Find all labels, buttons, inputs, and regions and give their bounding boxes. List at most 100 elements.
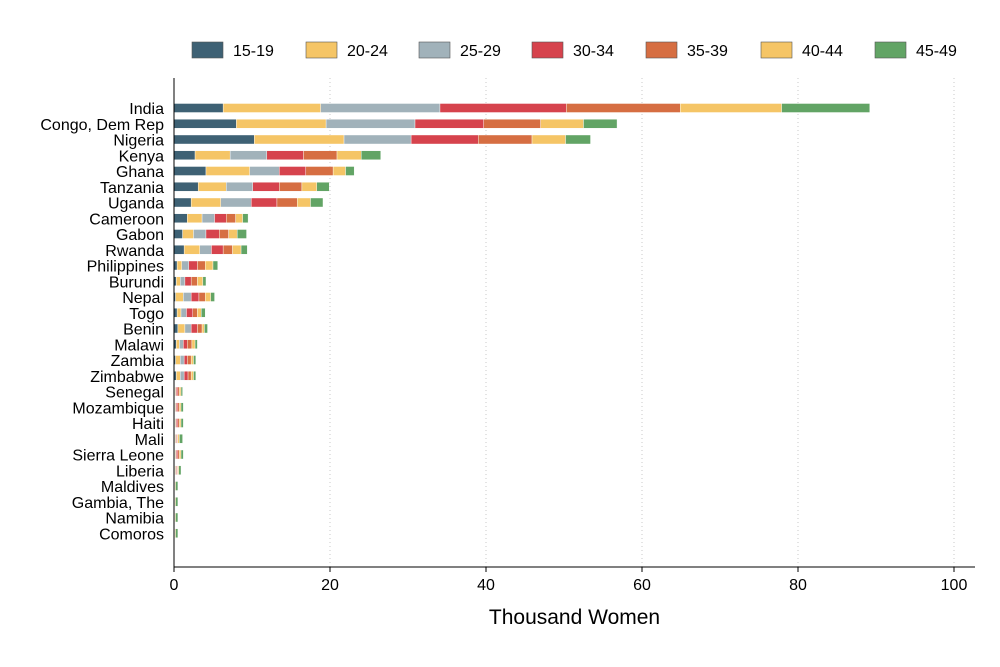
bar-segment: [266, 150, 304, 160]
bar-segment: [179, 434, 183, 444]
category-label: Kenya: [119, 148, 164, 165]
legend-label: 40-44: [802, 43, 843, 60]
bar-segment: [254, 134, 345, 145]
category-label: Togo: [129, 306, 164, 323]
bar-segment: [190, 292, 200, 302]
bar-segment: [226, 213, 236, 223]
category-label: Sierra Leone: [72, 448, 164, 465]
category-label: Nigeria: [113, 133, 164, 150]
x-tick-label: 20: [321, 577, 339, 594]
category-label: Namibia: [105, 511, 164, 528]
bar-segment: [182, 229, 194, 239]
x-tick-label: 100: [941, 577, 968, 594]
bar-segment: [214, 213, 227, 223]
bar-segment: [202, 276, 207, 286]
bar-segment: [175, 481, 179, 491]
bar-segment: [187, 339, 193, 349]
bar-segment: [414, 119, 484, 129]
bar-segment: [177, 323, 186, 334]
bar-segment: [175, 528, 179, 538]
bar-segment: [176, 402, 179, 412]
bar-segment: [178, 465, 182, 475]
category-label: Uganda: [108, 196, 164, 213]
bar-segment: [201, 323, 205, 334]
bar-segment: [565, 134, 591, 145]
bar-segment: [184, 276, 192, 286]
category-label: Comoros: [99, 526, 164, 543]
bar-segment: [343, 134, 412, 145]
bar-segment: [187, 371, 192, 381]
bar-segment: [439, 103, 567, 113]
bar-segment: [279, 166, 307, 176]
bar-segment: [220, 197, 252, 208]
bar-segment: [229, 150, 268, 160]
bar-segment: [483, 119, 541, 129]
bar-segment: [190, 323, 198, 334]
bar-segment: [177, 418, 180, 428]
bar-segment: [173, 134, 255, 145]
bar-segment: [301, 182, 317, 192]
bar-segment: [183, 339, 188, 349]
bar-segment: [184, 323, 192, 334]
bar-segment: [177, 449, 180, 460]
legend-swatch: [874, 41, 907, 59]
bar-segment: [190, 276, 198, 286]
bar-segment: [205, 166, 250, 176]
bar-segment: [180, 308, 187, 318]
bar-segment: [193, 355, 197, 365]
bar-segment: [279, 182, 303, 192]
bar-segment: [183, 292, 192, 302]
bar-segment: [173, 245, 185, 255]
bar-segment: [180, 355, 185, 365]
bar-segment: [316, 182, 330, 192]
bar-segment: [177, 386, 180, 397]
category-label: Senegal: [105, 385, 164, 402]
category-label: Liberia: [116, 463, 164, 480]
x-tick-label: 60: [633, 577, 651, 594]
axes: [173, 78, 975, 568]
bar-segment: [175, 497, 179, 507]
bar-segment: [180, 276, 186, 286]
category-label: India: [129, 101, 164, 118]
bar-segment: [204, 260, 214, 271]
bar-segment: [781, 103, 870, 113]
bar-segment: [194, 339, 198, 349]
bar-segment: [276, 197, 298, 208]
bar-segment: [180, 386, 183, 397]
bar-segment: [228, 229, 238, 239]
legend-label: 15-19: [233, 43, 274, 60]
legend-label: 25-29: [460, 43, 501, 60]
bar-segment: [531, 134, 566, 145]
bar-segment: [173, 150, 196, 160]
category-label: Maldives: [101, 479, 164, 496]
bar-segment: [320, 103, 441, 113]
category-label: Congo, Dem Rep: [40, 117, 164, 134]
bar-segment: [566, 103, 681, 113]
bar-segment: [183, 245, 200, 255]
bar-segment: [180, 402, 184, 412]
bar-segment: [540, 119, 584, 129]
bar-segment: [204, 323, 208, 334]
bar-segment: [179, 418, 182, 428]
category-label: Zambia: [111, 353, 164, 370]
category-label: Philippines: [87, 259, 164, 276]
bar-segment: [175, 512, 179, 523]
category-label: Mali: [135, 432, 164, 449]
bar-segment: [204, 292, 211, 302]
legend-label: 35-39: [687, 43, 728, 60]
category-label: Malawi: [114, 337, 164, 354]
bar-segment: [183, 371, 189, 381]
x-tick-label: 0: [170, 577, 179, 594]
bar-segment: [249, 166, 280, 176]
legend-swatch: [305, 41, 338, 59]
bar-segment: [173, 119, 237, 129]
bar-segment: [201, 213, 215, 223]
bar-segment: [197, 323, 203, 334]
bar-segment: [236, 229, 247, 239]
bar-segment: [191, 339, 196, 349]
legend-label: 45-49: [916, 43, 957, 60]
bar-segment: [251, 197, 278, 208]
